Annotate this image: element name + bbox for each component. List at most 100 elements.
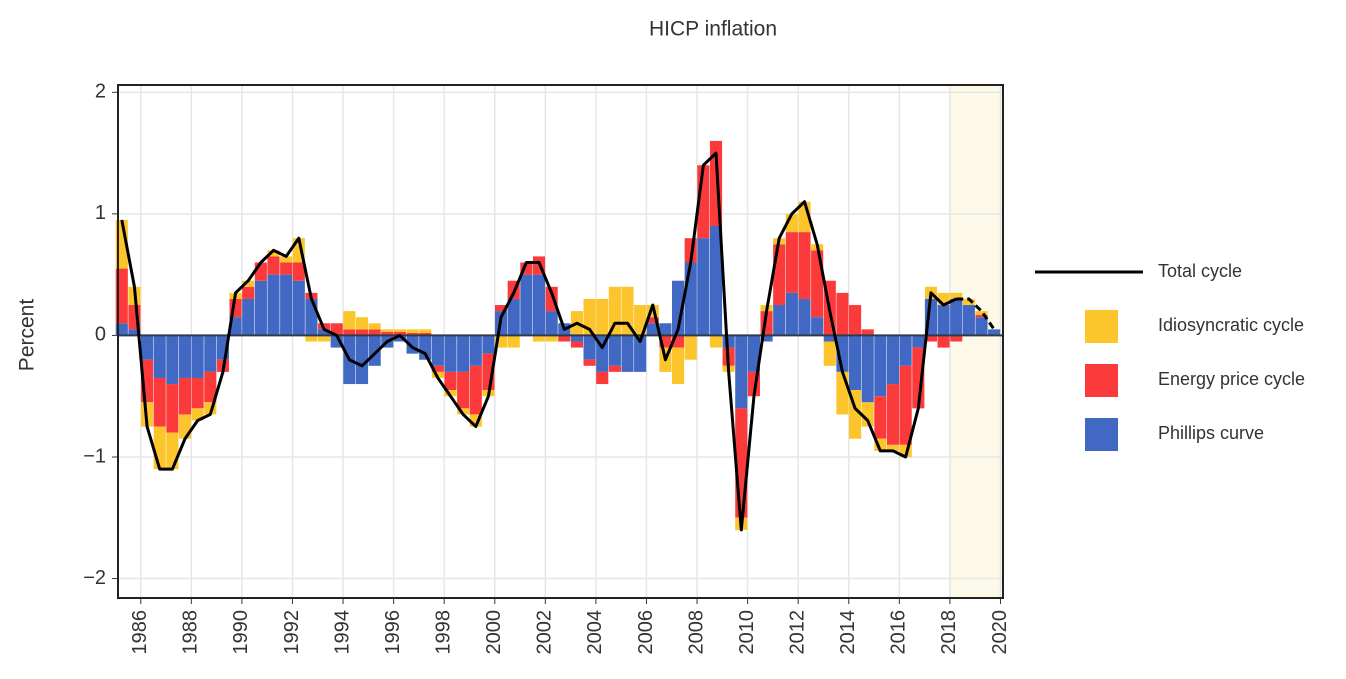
bar-segment (874, 396, 887, 439)
bar-segment (634, 335, 647, 372)
bar-segment (128, 329, 141, 336)
bar-segment (583, 335, 596, 360)
bar-segment (267, 274, 280, 336)
bar-segment (709, 226, 723, 336)
legend-label: Energy price cycle (1158, 369, 1305, 389)
plot-frame (117, 84, 1004, 599)
bar-segment (280, 262, 293, 275)
bar-segment (419, 332, 432, 336)
bar-segment (318, 329, 331, 336)
bar-segment (457, 408, 470, 415)
bar-segment (899, 365, 912, 445)
x-tick-label: 2020 (989, 610, 1011, 655)
bar-segment (596, 298, 609, 336)
bar-segment (886, 384, 900, 445)
bar-segment (305, 298, 318, 336)
bar-segment (747, 335, 761, 372)
bar-segment (570, 335, 584, 342)
y-tick-label: 2 (95, 81, 106, 103)
bar-segment (393, 331, 407, 336)
y-tick-label: −1 (83, 445, 106, 467)
legend-swatch (1085, 364, 1118, 397)
bar-segment (431, 335, 444, 366)
bar-segment (355, 317, 369, 330)
x-tick-label: 2006 (635, 610, 657, 655)
bar-segment (672, 280, 685, 336)
bar-segment (292, 262, 305, 281)
bar-segment (570, 341, 584, 348)
bar-segment (267, 250, 280, 257)
bar-segment (368, 329, 381, 336)
bar-segment (178, 377, 192, 415)
bar-segment (166, 335, 179, 385)
x-tick-label: 1986 (129, 610, 151, 655)
bar-segment (280, 256, 293, 263)
bar-segment (608, 365, 621, 372)
bar-segment (431, 365, 444, 372)
bar-segment (507, 335, 520, 348)
bar-segment (381, 331, 394, 336)
legend-label: Total cycle (1158, 261, 1242, 281)
bar-segment (191, 335, 204, 378)
bar-segment (722, 335, 735, 348)
x-tick-label: 2014 (837, 610, 859, 655)
bar-segment (444, 371, 457, 391)
bar-segment (254, 280, 267, 336)
x-tick-label: 2002 (534, 610, 556, 655)
bar-segment (242, 280, 255, 287)
x-tick-label: 1990 (230, 610, 252, 655)
bar-segment (532, 274, 546, 336)
bar-segment (520, 274, 533, 336)
bar-segment (760, 335, 773, 342)
bar-segment (469, 335, 482, 366)
bar-segment (608, 286, 621, 336)
bar-segment (204, 335, 217, 372)
bar-segment (836, 371, 849, 415)
bar-segment (924, 335, 938, 342)
x-tick-label: 2008 (685, 610, 707, 655)
x-tick-label: 1992 (281, 610, 303, 655)
bar-segment (469, 365, 482, 415)
bar-segment (393, 335, 407, 342)
bar-segment (886, 444, 900, 451)
bar-segment (646, 323, 659, 336)
bar-segment (684, 262, 697, 336)
bar-segment (596, 371, 609, 385)
bar-segment (191, 377, 204, 409)
bar-segment (785, 292, 798, 336)
x-tick-label: 1994 (331, 610, 353, 655)
bar-segment (773, 305, 786, 336)
bar-segment (204, 371, 217, 403)
bar-segment (495, 305, 508, 312)
bar-segment (153, 335, 166, 378)
bar-segment (874, 335, 887, 397)
y-axis-label: Percent (16, 299, 39, 372)
bar-segment (267, 256, 280, 275)
bar-segment (634, 305, 647, 336)
bar-segment (836, 292, 849, 336)
bar-segment (621, 335, 634, 372)
bar-segment (507, 298, 520, 336)
bar-segment (355, 329, 369, 336)
bar-segment (849, 335, 862, 391)
y-tick-label: 0 (95, 324, 106, 346)
bar-segment (823, 335, 836, 342)
x-tick-label: 1988 (180, 610, 202, 655)
bar-segment (899, 335, 912, 366)
bar-segment (849, 305, 862, 336)
bar-segment (242, 286, 255, 299)
bar-segment (798, 298, 811, 336)
bar-segment (153, 377, 166, 427)
bar-segment (785, 232, 798, 293)
bar-segment (457, 335, 470, 372)
bar-segment (141, 335, 154, 360)
bar-segment (242, 298, 255, 336)
x-tick-label: 2018 (938, 610, 960, 655)
bar-segment (558, 335, 571, 342)
bar-segment (368, 323, 381, 330)
bar-segment (823, 341, 836, 366)
bar-segment (861, 329, 874, 336)
y-tick-label: −2 (83, 567, 106, 589)
x-tick-label: 1998 (432, 610, 454, 655)
